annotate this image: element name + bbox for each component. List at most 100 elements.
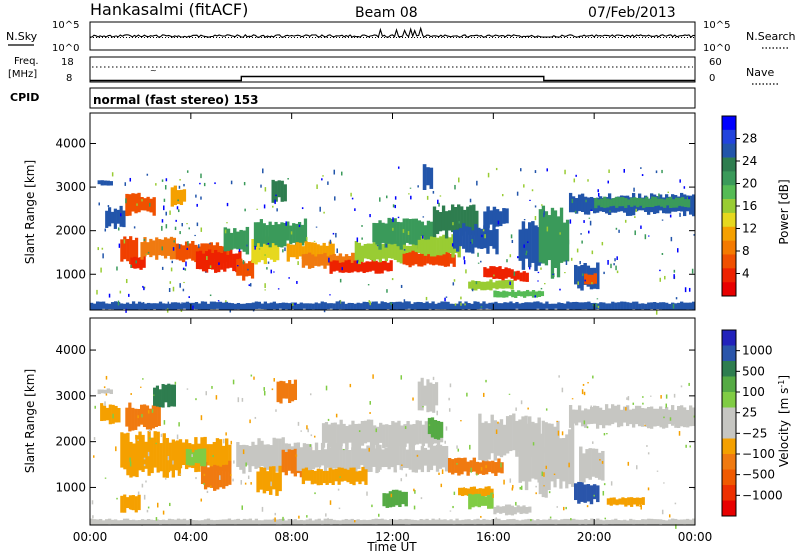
power-speck	[128, 293, 130, 297]
power-cell	[501, 280, 505, 289]
power-cell	[602, 302, 606, 310]
velocity-cell	[200, 448, 204, 467]
velocity-cell	[463, 457, 467, 472]
velocity-cell	[333, 422, 337, 450]
velocity-cell	[577, 405, 582, 423]
velocity-speck	[601, 460, 604, 464]
velocity-cell	[417, 450, 422, 470]
power-cell	[467, 303, 471, 309]
power-cell	[493, 290, 497, 298]
power-speck	[580, 233, 582, 235]
velocity-speck	[593, 494, 595, 497]
power-cell	[437, 302, 441, 310]
velocity-cell	[236, 518, 241, 525]
power-cell	[623, 301, 627, 310]
velocity-cell	[321, 423, 326, 448]
velocity-cell	[325, 470, 329, 485]
velocity-cell	[337, 467, 341, 485]
power-cell	[556, 216, 561, 278]
velocity-speck	[512, 484, 514, 489]
power-speck	[552, 273, 554, 275]
power-cell	[617, 302, 621, 310]
velocity-speck	[456, 463, 458, 465]
velocity-cell	[172, 384, 177, 407]
velocity-cell	[606, 498, 610, 505]
power-cell	[560, 303, 564, 310]
velocity-cell	[587, 520, 591, 525]
power-speck	[264, 283, 266, 288]
power-cell	[439, 236, 443, 256]
velocity-cell	[474, 493, 478, 507]
velocity-speck	[471, 521, 473, 524]
power-cell	[508, 291, 512, 296]
velocity-cell	[515, 420, 519, 457]
velocity-cell	[524, 519, 528, 525]
power-cell	[575, 301, 579, 310]
velocity-speck	[665, 403, 668, 408]
power-speck	[386, 289, 388, 293]
power-colorbar-swatch	[722, 282, 736, 297]
power-speck	[540, 267, 542, 270]
velocity-cell	[375, 426, 380, 449]
power-speck	[264, 289, 266, 291]
velocity-cell	[547, 423, 551, 491]
power-cell	[663, 199, 667, 208]
power-speck	[229, 308, 232, 313]
velocity-cell	[332, 519, 336, 525]
power-cell	[110, 302, 115, 310]
power-speck	[277, 288, 280, 290]
velocity-cell	[338, 520, 342, 525]
velocity-speck	[145, 480, 147, 483]
velocity-cell	[522, 505, 526, 514]
velocity-speck	[660, 395, 662, 399]
velocity-speck	[129, 457, 131, 462]
freq-right-tick-bottom: 0	[709, 73, 715, 84]
power-speck	[575, 174, 577, 177]
power-cell	[303, 218, 308, 243]
power-cell	[453, 230, 457, 249]
power-cell	[566, 301, 570, 309]
velocity-speck	[153, 394, 155, 396]
power-cell	[158, 301, 163, 310]
velocity-cell	[594, 448, 599, 478]
velocity-cell	[382, 493, 386, 507]
power-cell	[405, 253, 409, 266]
power-speck	[313, 240, 316, 242]
velocity-speck	[93, 455, 95, 458]
power-cell	[119, 205, 123, 227]
velocity-speck	[156, 502, 159, 508]
power-speck	[181, 302, 183, 304]
velocity-cell	[405, 449, 409, 469]
velocity-speck	[680, 385, 683, 388]
velocity-speck	[535, 485, 537, 488]
power-cell	[423, 239, 428, 256]
power-cell	[641, 303, 645, 310]
velocity-cell	[225, 438, 229, 472]
power-cell	[317, 303, 321, 310]
power-speck	[258, 248, 261, 250]
power-speck	[219, 305, 221, 309]
power-speck	[559, 288, 561, 291]
power-speck	[655, 309, 658, 315]
noise-search-label: N.Search	[746, 30, 796, 43]
velocity-cell	[164, 384, 168, 403]
power-cell	[365, 301, 369, 309]
power-speck	[394, 196, 397, 200]
power-cell	[226, 228, 231, 251]
velocity-cell	[100, 389, 104, 394]
power-cell	[344, 303, 348, 310]
velocity-cell	[472, 457, 476, 472]
velocity-cell	[108, 404, 112, 425]
velocity-cell	[342, 448, 346, 471]
velocity-cell	[284, 452, 288, 476]
power-speck	[610, 263, 612, 269]
power-cell	[381, 222, 385, 243]
power-cell	[426, 239, 431, 255]
power-cell	[504, 267, 508, 279]
power-cell	[489, 266, 493, 278]
power-speck	[376, 245, 379, 247]
velocity-cell	[351, 420, 355, 451]
velocity-cell	[120, 432, 124, 468]
velocity-cell	[125, 518, 130, 525]
velocity-cell	[490, 492, 494, 509]
